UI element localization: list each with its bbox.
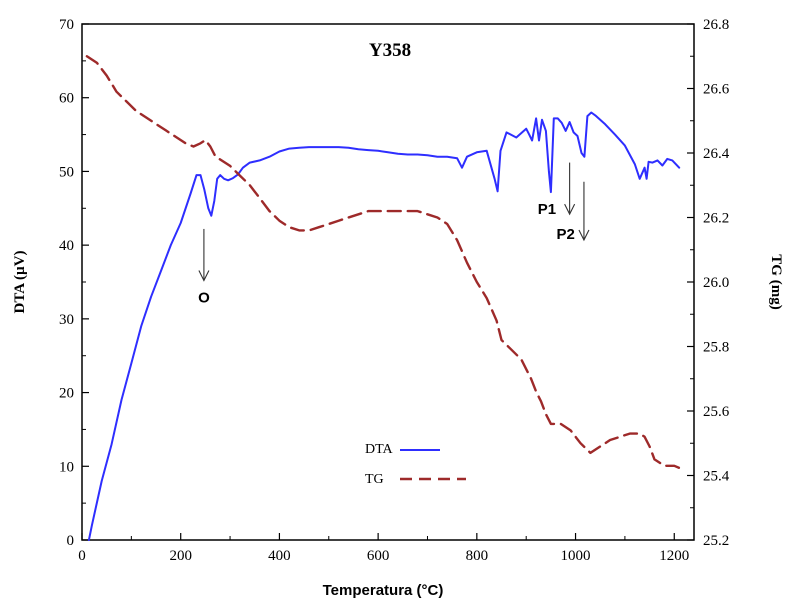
x-axis-label: Temperatura (°C) — [323, 582, 444, 599]
series-line-tg — [85, 55, 683, 471]
x-tick-label: 0 — [78, 548, 86, 564]
y-right-tick-label: 25.2 — [703, 533, 729, 549]
y-left-tick-label: 50 — [59, 164, 74, 180]
y-left-tick-label: 10 — [59, 459, 74, 475]
plot-frame — [81, 23, 695, 541]
plot-area-border — [81, 23, 695, 541]
annotation-label-p2: P2 — [556, 226, 574, 243]
x-tick-label: 1200 — [659, 548, 689, 564]
y-left-tick-label: 70 — [59, 17, 74, 33]
annotation-arrow-head — [198, 270, 210, 282]
y-right-tick-label: 26.0 — [703, 275, 729, 291]
legend: DTA TG — [365, 442, 466, 487]
y-axis-left-label: DTA (µV) — [12, 251, 28, 314]
y-right-tick-label: 25.6 — [703, 404, 730, 420]
y-right-tick-label: 25.4 — [703, 469, 730, 485]
y-left-tick-label: 40 — [59, 238, 74, 254]
annotation-arrow-head — [564, 203, 576, 216]
y-right-tick-label: 26.8 — [703, 17, 729, 33]
axis-ticks: 0 200 400 600 800 1000 1200 0 10 20 30 40 50 60 70 25.2… — [59, 17, 730, 564]
y-left-tick-label: 30 — [59, 312, 74, 328]
annotation-label-p1: P1 — [538, 201, 556, 218]
chart-title: Y358 — [369, 40, 411, 61]
y-right-tick-label: 26.6 — [703, 82, 730, 98]
legend-label-dta: DTA — [365, 442, 394, 457]
x-tick-label: 600 — [367, 548, 390, 564]
y-left-tick-label: 60 — [59, 91, 74, 107]
series-lines — [85, 55, 683, 541]
y-right-tick-label: 26.4 — [703, 146, 730, 162]
annotation-arrow-head — [578, 229, 590, 242]
y-right-tick-label: 26.2 — [703, 211, 729, 227]
legend-label-tg: TG — [365, 472, 384, 487]
y-right-tick-label: 25.8 — [703, 340, 729, 356]
x-tick-label: 800 — [466, 548, 489, 564]
y-left-tick-label: 20 — [59, 386, 74, 402]
x-tick-label: 200 — [169, 548, 192, 564]
y-axis-right-label: TG (mg) — [768, 254, 784, 309]
annotation-label-o: O — [198, 290, 210, 307]
series-line-dta — [87, 111, 681, 541]
x-tick-label: 1000 — [561, 548, 591, 564]
y-left-tick-label: 0 — [67, 533, 75, 549]
x-tick-label: 400 — [268, 548, 291, 564]
